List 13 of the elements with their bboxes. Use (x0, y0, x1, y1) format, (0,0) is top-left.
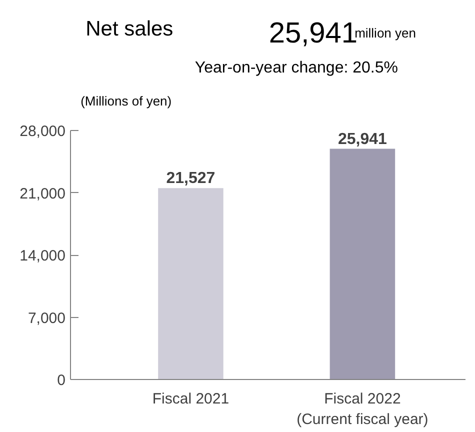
x-tick-label: Fiscal 2021 (152, 390, 230, 408)
y-tick-label: 21,000 (20, 185, 66, 202)
data-label: 25,941 (338, 130, 388, 148)
y-tick-label: 0 (57, 372, 66, 389)
data-label: 21,527 (166, 170, 216, 188)
y-tick-label: 28,000 (20, 123, 66, 140)
text: Year-on-year change: 20.5% (194, 60, 398, 76)
y-axis-title: (Millions of yen) (80, 94, 172, 108)
chart-title: Net sales (86, 18, 174, 40)
x-tick-label: Fiscal 2022 (Current fiscal year) (296, 390, 428, 428)
text: million yen (354, 26, 416, 40)
y-tick-label: 7,000 (28, 310, 66, 327)
y-tick-label: 14,000 (20, 248, 66, 264)
